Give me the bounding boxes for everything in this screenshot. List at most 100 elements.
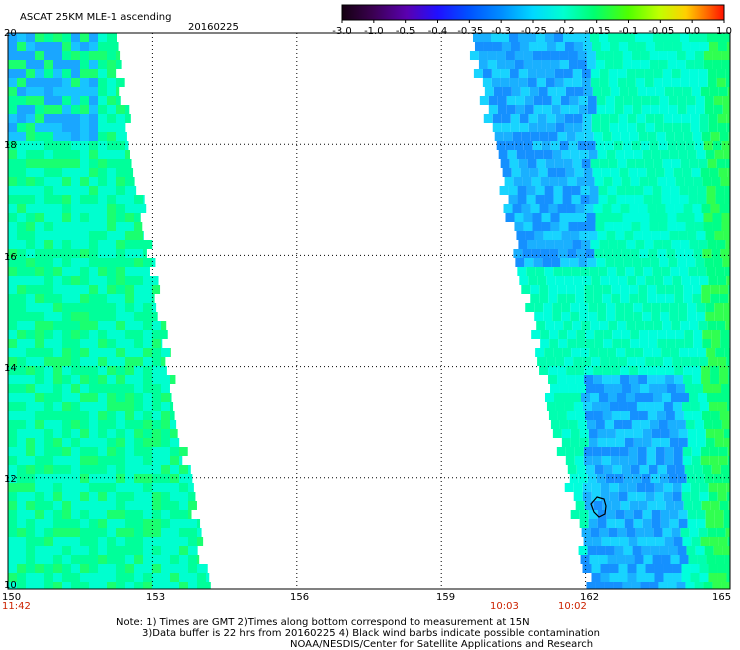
swath-cell [607,555,617,564]
swath-cell [17,258,26,267]
swath-cell [152,420,161,429]
swath-cell [26,294,35,303]
swath-cell [717,42,727,51]
swath-cell [26,582,35,589]
swath-cell [546,357,556,366]
swath-cell [125,546,134,555]
swath-cell [629,204,639,213]
swath-cell [609,114,619,123]
swath-cell [62,483,71,492]
swath-cell [635,33,644,42]
swath-cell [26,303,35,312]
swath-cell [618,357,628,366]
swath-cell [524,96,534,105]
swath-cell [576,177,586,186]
swath-cell [517,186,527,195]
swath-cell [143,330,152,339]
swath-cell [685,60,695,69]
swath-cell [179,519,188,528]
swath-cell [53,186,62,195]
swath-cell [53,231,62,240]
swath-cell [134,348,143,357]
swath-cell [673,456,683,465]
swath-cell [125,438,134,447]
swath-cell [575,375,585,384]
swath-cell [559,213,569,222]
swath-cell [623,546,633,555]
swath-cell [44,474,53,483]
swath-cell [573,483,583,492]
swath-cell [721,141,730,150]
swath-cell [623,96,633,105]
swath-cell [505,213,515,222]
swath-cell [618,564,628,573]
swath-cell [606,429,616,438]
swath-cell [575,132,585,141]
swath-cell [134,213,141,222]
swath-cell [564,123,574,132]
swath-cell [606,303,616,312]
swath-cell [540,177,550,186]
swath-cell [134,231,143,240]
swath-cell [17,519,26,528]
swath-cell [89,159,98,168]
swath-cell [559,141,569,150]
swath-cell [89,519,98,528]
swath-cell [26,483,35,492]
swath-cell [8,195,17,204]
swath-cell [657,330,667,339]
swath-cell [17,33,26,42]
swath-cell [17,330,26,339]
swath-cell [548,375,558,384]
swath-cell [663,276,673,285]
swath-cell [643,393,653,402]
swath-cell [649,60,659,69]
swath-cell [44,411,53,420]
swath-cell [17,294,26,303]
swath-cell [107,447,116,456]
swath-cell [26,114,35,123]
swath-cell [566,204,576,213]
swath-cell [711,330,721,339]
swath-cell [53,123,62,132]
swath-cell [35,78,44,87]
swath-cell [616,555,626,564]
swath-cell [89,60,98,69]
swath-cell [606,231,616,240]
swath-cell [563,69,573,78]
swath-cell [143,438,152,447]
swath-cell [107,204,116,213]
swath-cell [626,33,635,42]
swath-cell [179,573,188,582]
swath-cell [125,258,134,267]
swath-cell [116,132,125,141]
swath-cell [116,519,125,528]
swath-cell [640,60,650,69]
swath-cell [723,150,730,159]
swath-cell [649,420,659,429]
swath-cell [89,537,98,546]
swath-cell [659,258,669,267]
swath-cell [523,51,533,60]
swath-cell [534,312,544,321]
swath-cell [62,519,71,528]
swath-cell [26,285,35,294]
swath-cell [53,294,62,303]
swath-cell [627,276,637,285]
swath-cell [71,240,80,249]
swath-cell [161,429,170,438]
swath-cell [161,411,170,420]
swath-cell [44,537,53,546]
swath-cell [503,132,513,141]
swath-cell [44,510,53,519]
swath-cell [17,249,26,258]
swath-cell [668,258,678,267]
swath-cell [669,231,679,240]
swath-cell [664,168,674,177]
swath-cell [473,33,482,42]
swath-cell [721,51,730,60]
map-frame [7,32,731,590]
swath-cell [500,78,510,87]
swath-cell [644,159,654,168]
swath-cell [555,357,565,366]
